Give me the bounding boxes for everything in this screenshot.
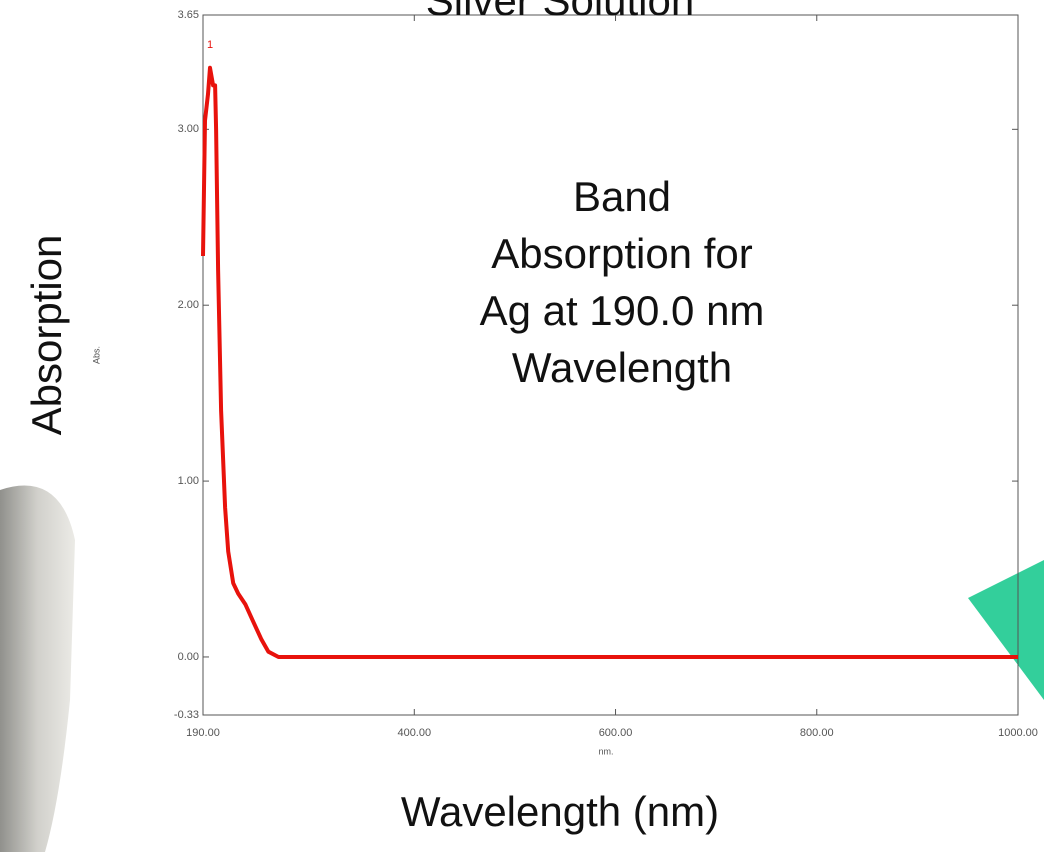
annotation: Band Absorption for Ag at 190.0 nm Waveleng… xyxy=(480,173,765,391)
data-line xyxy=(201,65,1018,659)
decor-triangle xyxy=(968,560,1044,700)
annotation-line: Ag at 190.0 nm xyxy=(480,287,765,334)
chart-title: Silver Solution xyxy=(426,0,694,24)
y-axis-label: Absorption xyxy=(23,235,70,436)
y-tick-label: 3.65 xyxy=(178,9,199,21)
plot-frame xyxy=(202,14,1019,716)
x-unit-label: nm. xyxy=(598,746,613,756)
photo-fragment xyxy=(0,485,75,852)
y-tick-label: 0.00 xyxy=(178,651,199,663)
x-tick-label: 400.00 xyxy=(397,727,431,739)
y-tick-label: 3.00 xyxy=(178,123,199,135)
y-tick-label: 2.00 xyxy=(178,299,199,311)
annotation-line: Wavelength xyxy=(512,344,732,391)
y-tick-label: 1.00 xyxy=(178,475,199,487)
y-unit-label: Abs. xyxy=(91,346,101,364)
x-tick-label: 800.00 xyxy=(800,727,834,739)
y-tick-label: -0.33 xyxy=(174,709,199,721)
peak-label: 1 xyxy=(207,39,213,51)
x-tick-label: 190.00 xyxy=(186,727,220,739)
x-tick-label: 1000.00 xyxy=(998,727,1038,739)
x-axis-label: Wavelength (nm) xyxy=(401,788,719,835)
x-tick-label: 600.00 xyxy=(599,727,633,739)
annotation-line: Absorption for xyxy=(491,230,752,277)
annotation-line: Band xyxy=(573,173,671,220)
